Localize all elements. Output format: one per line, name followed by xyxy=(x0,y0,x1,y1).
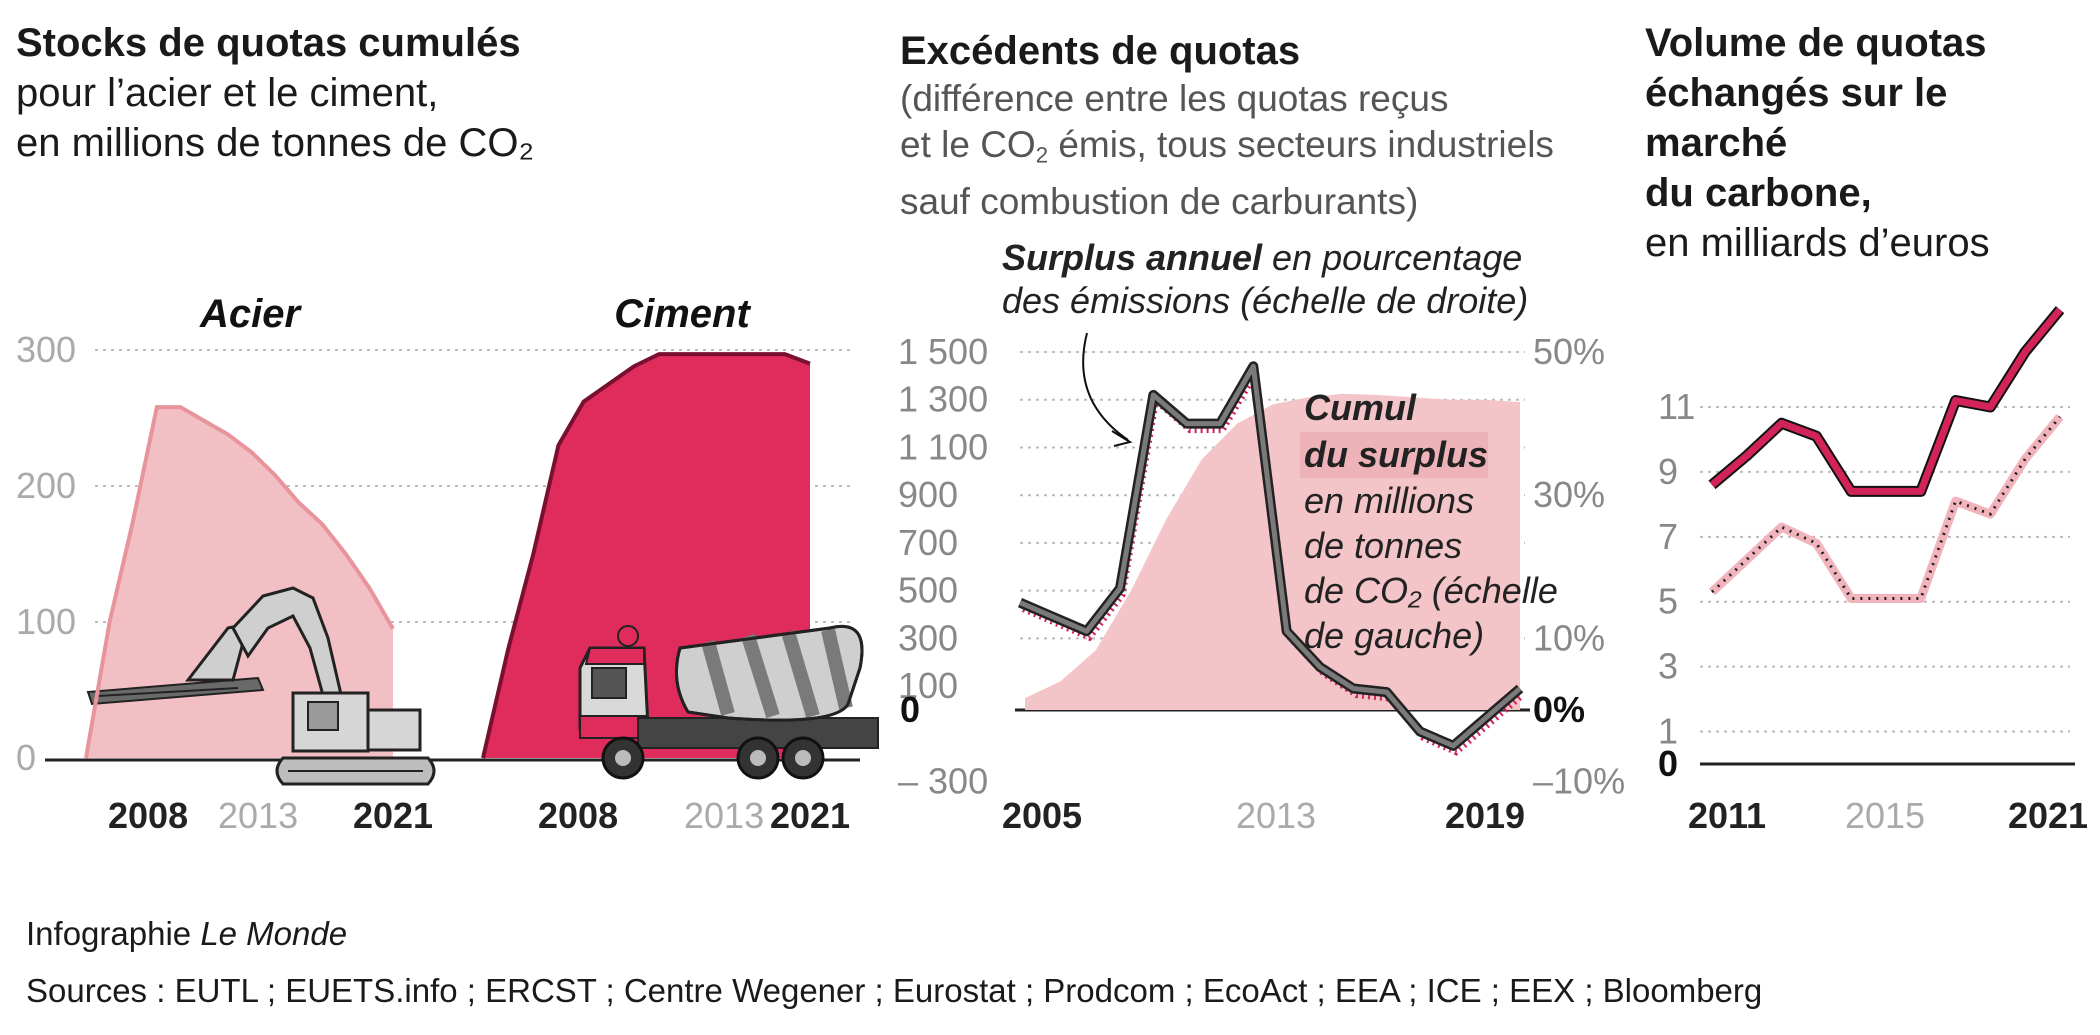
annotation-cumul-line: de tonnes xyxy=(1304,525,1462,566)
sources-line: Sources : EUTL ; EUETS.info ; ERCST ; Ce… xyxy=(26,972,1763,1009)
y-tick-label: 5 xyxy=(1658,581,1678,622)
panel-acier-ciment-title: Stocks de quotas cumulés pour l’acier et… xyxy=(16,18,816,168)
series-label: Acier xyxy=(199,292,302,336)
x-tick-label: 2005 xyxy=(1002,795,1082,836)
y-tick-label-left: 0 xyxy=(900,689,920,730)
y-tick-label-right: –10% xyxy=(1533,761,1625,802)
cement-truck-icon xyxy=(578,625,879,780)
y-tick-label: 3 xyxy=(1658,646,1678,687)
x-tick-label: 2021 xyxy=(770,795,850,836)
panel-excedents-title: Excédents de quotas (différence entre le… xyxy=(900,26,1620,225)
y-tick-label: 11 xyxy=(1658,386,1695,427)
panel-subtitle-line3: sauf combustion de carburants) xyxy=(900,180,1419,222)
annotation-annual-suffix: en pourcentage xyxy=(1262,237,1522,278)
excavator-icon xyxy=(86,586,436,786)
subtitle-part: émis, tous secteurs industriels xyxy=(1048,124,1554,165)
panel-title-line3: du carbone, xyxy=(1645,171,1872,215)
x-tick-label: 2021 xyxy=(2008,795,2088,836)
y-tick-label-right: 30% xyxy=(1533,474,1605,515)
panel-subtitle-line2: et le CO2 émis, tous secteurs industriel… xyxy=(900,122,1620,179)
y-tick-label-right: 50% xyxy=(1533,331,1605,372)
y-tick-label-left: 700 xyxy=(898,522,958,563)
annotation-annual-line2: des émissions (échelle de droite) xyxy=(1002,280,1528,321)
x-tick-label: 2019 xyxy=(1445,795,1525,836)
panel-volume-title: Volume de quotas échangés sur le marché … xyxy=(1645,18,2100,268)
annotation-arrow xyxy=(1082,332,1129,441)
panel-subtitle-line2: en millions de tonnes de CO₂ xyxy=(16,121,535,165)
panel-title-line2: échangés sur le marché xyxy=(1645,71,1948,165)
line-annual xyxy=(1019,363,1522,749)
panel-title-line1: Volume de quotas xyxy=(1645,21,1987,65)
credit-publisher: Le Monde xyxy=(200,915,348,952)
annotation-cumul-line: de CO₂ (échelle xyxy=(1304,570,1558,611)
x-tick-label: 2021 xyxy=(353,795,433,836)
y-tick-label-right: 0% xyxy=(1533,689,1585,730)
y-tick-label-left: 300 xyxy=(898,617,958,658)
x-tick-label: 2013 xyxy=(218,795,298,836)
y-tick-label-left: 1 300 xyxy=(898,379,988,420)
y-tick-label-left: 100 xyxy=(898,665,958,706)
y-tick-label: 0 xyxy=(1658,743,1678,784)
panel-subtitle-line1: (différence entre les quotas reçus xyxy=(900,78,1449,119)
x-tick-label: 2013 xyxy=(1236,795,1316,836)
x-tick-label: 2011 xyxy=(1688,795,1766,836)
y-tick-label: 300 xyxy=(16,329,76,370)
y-tick-label: 1 xyxy=(1658,711,1678,752)
panel-title: Excédents de quotas xyxy=(900,29,1301,73)
y-tick-label-left: – 300 xyxy=(898,761,988,802)
annotation-cumul-title2: du surplus xyxy=(1304,434,1488,475)
x-tick-label: 2008 xyxy=(538,795,618,836)
illustrations-layer xyxy=(86,586,879,786)
annotation-cumul-line: en millions xyxy=(1304,480,1474,521)
y-tick-label: 200 xyxy=(16,465,76,506)
subtitle-part: et le CO xyxy=(900,124,1036,165)
credit-prefix: Infographie xyxy=(26,915,201,952)
x-tick-label: 2015 xyxy=(1845,795,1925,836)
y-tick-label: 9 xyxy=(1658,451,1678,492)
annotation-cumul-highlight xyxy=(1300,432,1488,478)
y-tick-label: 7 xyxy=(1658,516,1678,557)
panel-subtitle: en milliards d’euros xyxy=(1645,221,1990,265)
line-layer xyxy=(84,306,2065,759)
annotation-annual: Surplus annuel en pourcentage xyxy=(1002,237,1522,278)
y-tick-label-left: 500 xyxy=(898,570,958,611)
y-tick-label: 100 xyxy=(16,601,76,642)
credit-line: Infographie Le Monde xyxy=(26,915,347,953)
mixer-drum-icon xyxy=(674,625,864,722)
line-acier xyxy=(84,405,395,759)
annotation-cumul-line: de gauche) xyxy=(1304,615,1484,656)
panel-title: Stocks de quotas cumulés xyxy=(16,21,521,65)
y-tick-label-left: 1 500 xyxy=(898,331,988,372)
y-tick-label-left: 900 xyxy=(898,474,958,515)
subtitle-subscript: 2 xyxy=(1035,142,1049,168)
line-ciment xyxy=(481,352,811,759)
line-volume-outline xyxy=(1708,306,2065,497)
y-tick-label-left: 1 100 xyxy=(898,426,988,467)
y-tick-label: 0 xyxy=(16,737,36,778)
line-volume-secondary-dots xyxy=(1710,415,2062,600)
x-tick-label: 2013 xyxy=(684,795,764,836)
annotation-cumul-title1: Cumul xyxy=(1304,387,1417,428)
panel-subtitle-line1: pour l’acier et le ciment, xyxy=(16,71,439,115)
x-tick-label: 2008 xyxy=(108,795,188,836)
annotation-arrowhead xyxy=(1111,430,1133,447)
y-tick-label-right: 10% xyxy=(1533,617,1605,658)
series-label: Ciment xyxy=(614,292,751,336)
line-volume-main xyxy=(1709,307,2063,495)
